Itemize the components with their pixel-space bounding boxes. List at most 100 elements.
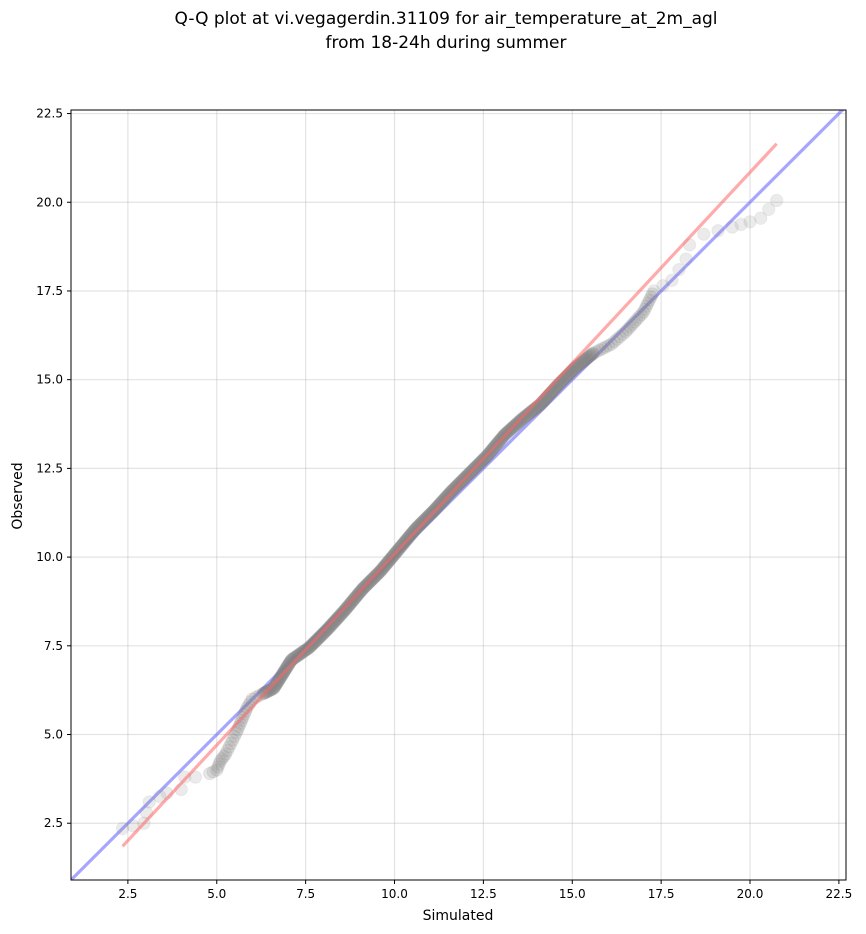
identity-line: [71, 110, 845, 880]
qq-point: [639, 299, 654, 313]
qq-point: [586, 347, 600, 361]
qq-point: [574, 356, 588, 370]
qq-point: [218, 747, 233, 761]
qq-point: [623, 320, 637, 334]
qq-point: [577, 353, 591, 368]
qq-point: [641, 296, 655, 310]
qq-point: [580, 351, 595, 365]
y-tick-label: 12.5: [36, 461, 63, 475]
qq-point: [265, 682, 280, 696]
qq-point: [332, 610, 346, 624]
qq-point: [220, 743, 235, 758]
qq-point: [332, 609, 347, 623]
qq-point: [329, 613, 343, 627]
qq-point: [581, 350, 596, 364]
qq-point: [321, 621, 336, 635]
qq-point: [331, 610, 345, 625]
qq-point: [188, 770, 203, 784]
qq-point: [322, 620, 336, 635]
x-tick-label: 17.5: [648, 887, 675, 901]
qq-point: [320, 623, 334, 637]
qq-point: [252, 688, 267, 703]
qq-point: [115, 821, 130, 836]
identity-line-group: [71, 110, 845, 880]
qq-point: [586, 346, 601, 360]
qq-point: [153, 789, 167, 804]
qq-point: [627, 315, 642, 329]
qq-point: [269, 676, 284, 691]
qq-point: [315, 627, 330, 642]
qq-point: [595, 341, 610, 356]
qq-point: [227, 729, 242, 743]
qq-point: [269, 677, 283, 692]
qq-point: [575, 355, 589, 370]
qq-point: [743, 215, 757, 229]
y-tick-label: 22.5: [36, 107, 63, 121]
y-tick-label: 15.0: [36, 373, 63, 387]
qq-point: [268, 679, 282, 694]
qq-point: [224, 736, 238, 751]
y-axis-ticks: 2.5 5.0 7.5 10.0 12.5 15.0 17.5 20.0 22.5: [36, 107, 71, 830]
qq-point: [215, 752, 229, 766]
qq-point: [281, 658, 295, 673]
qq-point: [621, 322, 635, 337]
x-tick-label: 10.0: [381, 887, 408, 901]
y-tick-label: 10.0: [36, 550, 63, 564]
x-tick-label: 5.0: [207, 887, 226, 901]
qq-point: [672, 262, 686, 277]
qq-point: [326, 615, 341, 630]
qq-point: [142, 795, 156, 809]
qq-point: [679, 252, 693, 266]
qq-point: [636, 305, 651, 319]
qq-point: [281, 658, 296, 672]
qq-point: [592, 343, 607, 357]
qq-point: [333, 608, 347, 622]
qq-point: [647, 284, 661, 298]
qq-point: [212, 757, 226, 771]
qq-point: [632, 310, 646, 324]
qq-point: [288, 650, 302, 665]
qq-point: [317, 625, 332, 639]
qq-point: [321, 622, 335, 636]
qq-point: [618, 325, 633, 339]
qq-point: [280, 659, 294, 674]
qq-point: [202, 766, 217, 781]
qq-point: [610, 332, 624, 346]
qq-point: [580, 351, 594, 366]
y-tick-label: 20.0: [36, 195, 63, 209]
x-axis-ticks: 2.5 5.0 7.5 10.0 12.5 15.0 17.5 20.0 22.5: [118, 880, 852, 901]
qq-point: [329, 612, 344, 626]
qq-point: [233, 716, 248, 731]
y-tick-label: 5.0: [44, 728, 63, 742]
qq-point: [213, 754, 228, 768]
y-axis-label: Observed: [10, 462, 26, 529]
x-tick-label: 22.5: [826, 887, 853, 901]
qq-point: [604, 337, 619, 351]
qq-point: [290, 648, 305, 663]
x-tick-label: 2.5: [118, 887, 137, 901]
qq-point: [319, 623, 333, 638]
qq-point: [325, 617, 339, 631]
qq-point: [518, 409, 532, 424]
qq-point: [520, 408, 534, 423]
y-tick-label: 2.5: [44, 816, 63, 830]
qq-point: [656, 278, 670, 293]
grid: [71, 110, 846, 880]
chart-subtitle: from 18-24h during summer: [326, 33, 567, 53]
qq-point: [264, 682, 279, 697]
qq-point: [584, 348, 598, 362]
qq-point: [324, 618, 339, 632]
x-tick-label: 15.0: [559, 887, 586, 901]
qq-point: [665, 273, 679, 288]
fit-line: [121, 142, 778, 848]
qq-point: [644, 290, 658, 304]
qq-point: [334, 607, 348, 622]
qq-point: [314, 629, 328, 643]
qq-point: [323, 619, 337, 634]
qq-point: [576, 354, 591, 368]
qq-point: [520, 407, 535, 422]
qq-point: [519, 409, 533, 423]
qq-point: [226, 733, 240, 747]
qq-point: [607, 335, 621, 349]
